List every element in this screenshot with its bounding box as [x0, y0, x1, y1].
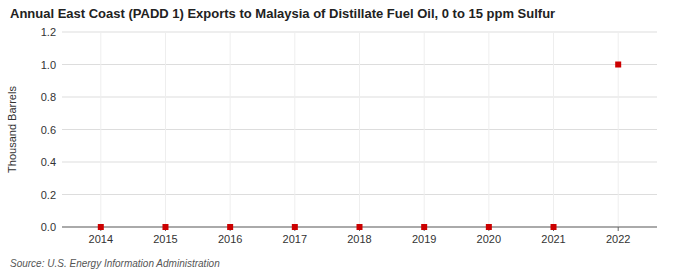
x-tick-label: 2014: [89, 233, 113, 245]
grid-line-x: [100, 32, 101, 227]
x-tick: [618, 227, 619, 231]
grid-line-x: [230, 32, 231, 227]
grid-line-x: [488, 32, 489, 227]
x-tick-label: 2020: [477, 233, 501, 245]
x-tick-label: 2019: [412, 233, 436, 245]
point: [227, 224, 233, 230]
x-tick-label: 2017: [283, 233, 307, 245]
grid-line-x: [359, 32, 360, 227]
source: Source: U.S. Energy Information Administ…: [10, 258, 220, 269]
title: Annual East Coast (PADD 1) Exports to Ma…: [10, 6, 555, 21]
y-tick-label: 0.6: [41, 124, 56, 136]
point: [292, 224, 298, 230]
y-tick-label: 1.2: [41, 26, 56, 38]
x-tick-label: 2016: [218, 233, 242, 245]
y-tick-label: 0.2: [41, 189, 56, 201]
points: [98, 62, 621, 231]
grid-line-x: [294, 32, 295, 227]
point: [551, 224, 557, 230]
y-tick-label: 0.0: [41, 221, 56, 233]
grid-line-x: [553, 32, 554, 227]
point: [357, 224, 363, 230]
y-axis-label: Thousand Barrels: [6, 86, 18, 173]
point: [615, 62, 621, 68]
grid-line-x: [618, 32, 619, 227]
y-tick-label: 1.0: [41, 59, 56, 71]
point: [421, 224, 427, 230]
y-tick-label: 0.4: [41, 156, 56, 168]
grid: [62, 32, 657, 227]
y-axis: 0.0 0.2 0.4 0.6 0.8 1.0 1.2: [41, 26, 56, 233]
grid-line-x: [165, 32, 166, 227]
point: [98, 224, 104, 230]
x-tick-label: 2015: [153, 233, 177, 245]
grid-line-x: [424, 32, 425, 227]
x-tick-label: 2022: [606, 233, 630, 245]
x-tick-label: 2018: [347, 233, 371, 245]
y-tick-label: 0.8: [41, 91, 56, 103]
x-tick-label: 2021: [541, 233, 565, 245]
chart: 2014201520162017201820192020202120220.00…: [0, 0, 675, 275]
point: [162, 224, 168, 230]
point: [486, 224, 492, 230]
